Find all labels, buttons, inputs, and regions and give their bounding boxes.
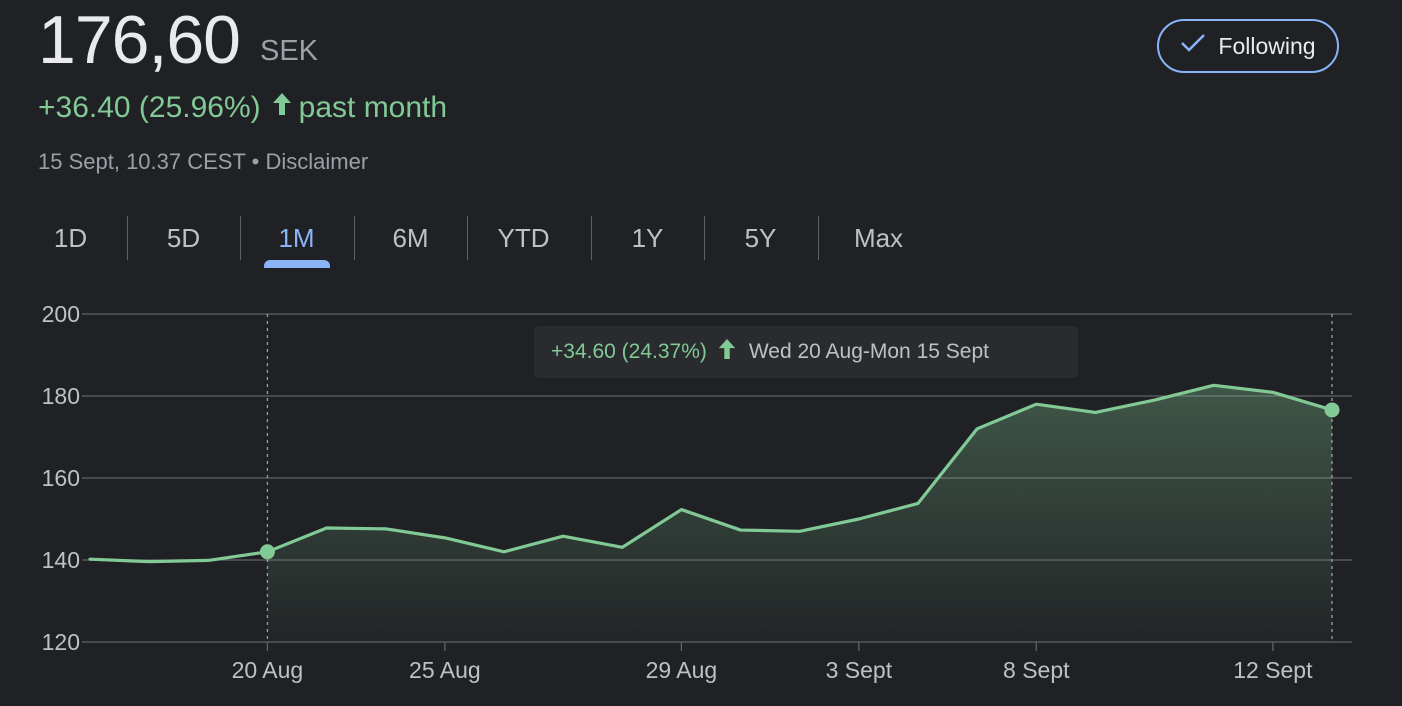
tab-divider — [467, 216, 468, 260]
tab-5y[interactable]: 5Y — [744, 222, 777, 253]
y-tick-label: 160 — [42, 465, 80, 491]
separator-dot: • — [251, 149, 260, 174]
tab-divider — [354, 216, 355, 260]
tab-divider — [704, 216, 705, 260]
tab-divider — [240, 216, 241, 260]
following-button[interactable]: Following — [1157, 19, 1339, 73]
tab-divider — [127, 216, 128, 260]
period-label: past month — [298, 91, 448, 124]
stock-price: 176,60 — [38, 2, 241, 78]
range-tooltip: +34.60 (24.37%) Wed 20 Aug-Mon 15 Sept — [534, 326, 1078, 378]
selection-area — [267, 385, 1332, 642]
tab-1d[interactable]: 1D — [53, 222, 88, 253]
tab-ytd[interactable]: YTD — [497, 222, 550, 253]
tab-1m[interactable]: 1M — [278, 222, 315, 253]
currency-label: SEK — [260, 35, 319, 67]
x-tick-label: 3 Sept — [826, 657, 893, 683]
tab-5d[interactable]: 5D — [166, 222, 201, 253]
tab-6m[interactable]: 6M — [392, 222, 429, 253]
arrow-up-icon — [271, 90, 293, 126]
tab-1y[interactable]: 1Y — [631, 222, 664, 253]
tooltip-change: +34.60 (24.37%) — [551, 340, 707, 363]
y-tick-label: 200 — [42, 301, 80, 327]
tooltip-range: Wed 20 Aug-Mon 15 Sept — [748, 340, 989, 363]
x-tick-label: 8 Sept — [1003, 657, 1070, 683]
x-tick-label: 25 Aug — [409, 657, 481, 683]
arrow-up-icon — [717, 337, 737, 367]
following-label: Following — [1218, 32, 1316, 59]
disclaimer-link[interactable]: Disclaimer — [265, 149, 369, 174]
check-icon — [1180, 32, 1206, 60]
range-tabs: 1D 5D 1M 6M YTD 1Y 5Y Max — [0, 212, 940, 272]
selection-start-point — [259, 544, 275, 560]
active-tab-indicator — [264, 260, 330, 268]
selection-end-point — [1324, 402, 1340, 418]
price-line — [88, 383, 1334, 564]
y-tick-label: 180 — [42, 383, 80, 409]
tab-divider — [591, 216, 592, 260]
timestamp: 15 Sept, 10.37 CEST — [38, 149, 246, 174]
x-tick-label: 20 Aug — [232, 657, 304, 683]
x-tick-label: 29 Aug — [646, 657, 718, 683]
y-tick-label: 120 — [42, 629, 80, 655]
price-chart[interactable]: 200 180 160 140 120 20 Aug 25 Aug 29 Aug 3 Sept… — [0, 290, 1402, 706]
tab-divider — [818, 216, 819, 260]
timestamp-line: 15 Sept, 10.37 CEST • Disclaimer — [38, 148, 368, 176]
x-tick-label: 12 Sept — [1233, 657, 1313, 683]
y-tick-label: 140 — [42, 547, 80, 573]
price-change: +36.40 (25.96%) past month — [38, 90, 447, 126]
price-change-value: +36.40 (25.96%) — [38, 91, 261, 124]
tab-max[interactable]: Max — [853, 222, 904, 253]
